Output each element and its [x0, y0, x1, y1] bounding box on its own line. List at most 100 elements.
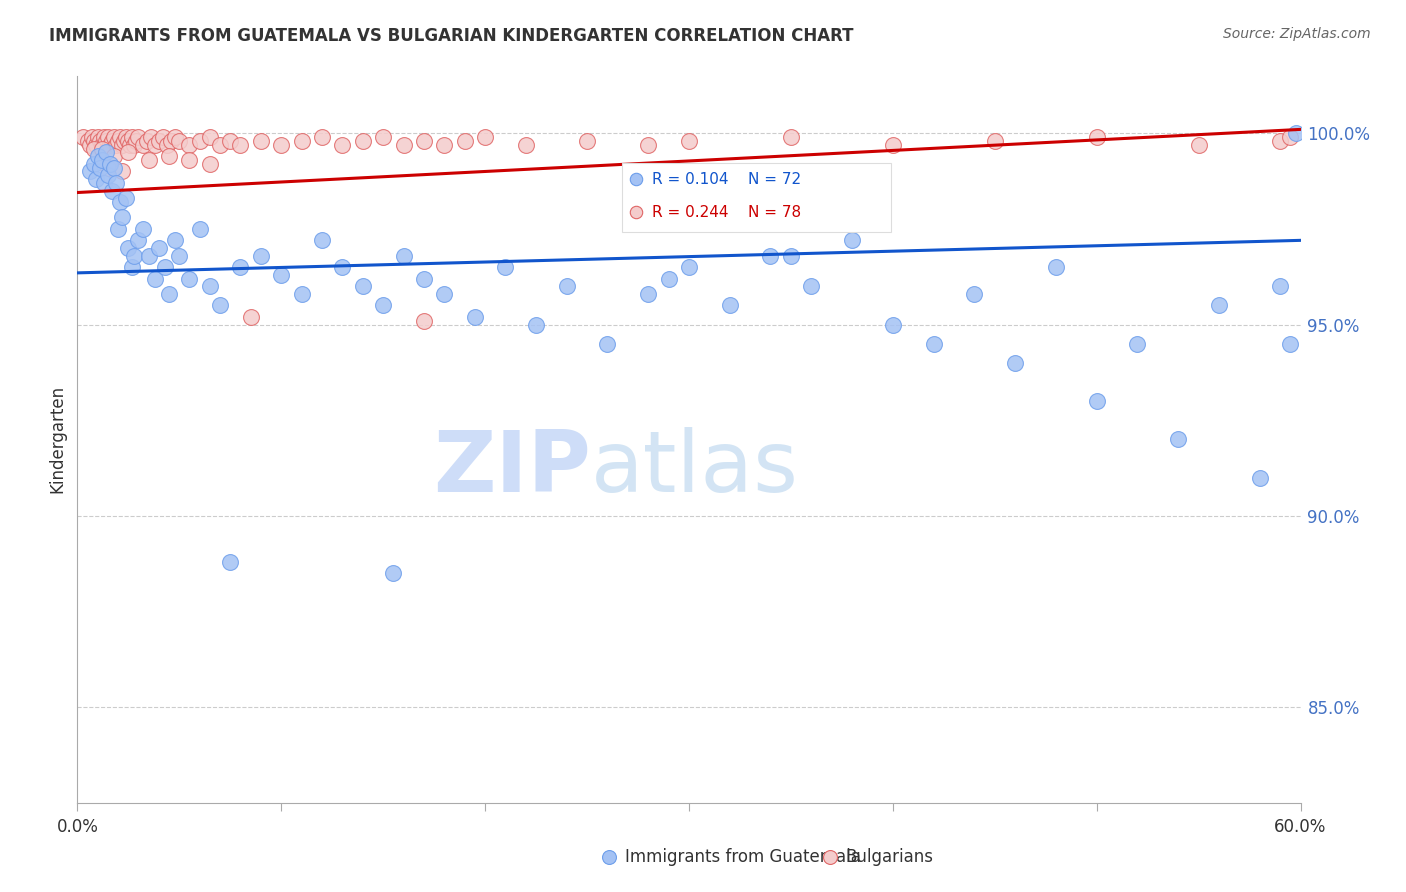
Point	[105, 137, 128, 152]
Point	[76, 134, 98, 148]
Text: Source: ZipAtlas.com: Source: ZipAtlas.com	[1223, 27, 1371, 41]
Point	[83, 142, 105, 156]
Point	[90, 137, 112, 152]
Point	[998, 846, 1021, 860]
Point	[524, 318, 547, 332]
Point	[101, 134, 124, 148]
Point	[148, 241, 170, 255]
Point	[117, 145, 139, 160]
Point	[352, 279, 374, 293]
Point	[121, 130, 143, 145]
Point	[157, 287, 180, 301]
Point	[219, 134, 242, 148]
Point	[759, 249, 782, 263]
Point	[250, 134, 273, 148]
Point	[156, 137, 179, 152]
Point	[72, 130, 94, 145]
Point	[779, 130, 801, 145]
Point	[1167, 432, 1189, 446]
Point	[198, 157, 221, 171]
Point	[208, 137, 231, 152]
Point	[1045, 260, 1067, 274]
Point	[79, 164, 101, 178]
Point	[413, 134, 436, 148]
Point	[270, 137, 292, 152]
Text: Immigrants from Guatemala: Immigrants from Guatemala	[626, 848, 862, 866]
Text: R = 0.244    N = 78: R = 0.244 N = 78	[652, 205, 801, 220]
Point	[984, 134, 1007, 148]
Point	[111, 164, 134, 178]
Point	[143, 271, 166, 285]
Point	[127, 233, 149, 247]
Point	[127, 130, 149, 145]
Point	[800, 279, 823, 293]
Point	[94, 145, 117, 160]
Point	[198, 279, 221, 293]
Point	[111, 137, 134, 152]
Point	[97, 161, 120, 175]
Point	[882, 137, 904, 152]
Point	[290, 134, 312, 148]
Point	[270, 268, 292, 282]
Point	[1126, 336, 1149, 351]
Point	[1268, 134, 1291, 148]
Point	[239, 310, 262, 324]
Point	[107, 222, 129, 236]
Point	[179, 271, 201, 285]
Point	[83, 157, 105, 171]
Point	[153, 260, 176, 274]
Point	[1279, 336, 1302, 351]
Point	[474, 130, 496, 145]
Point	[637, 137, 659, 152]
Point	[188, 222, 211, 236]
Text: ZIP: ZIP	[433, 427, 591, 510]
Point	[678, 134, 700, 148]
Point	[83, 134, 105, 148]
Point	[139, 130, 162, 145]
Point	[112, 134, 135, 148]
Point	[131, 137, 153, 152]
Point	[413, 271, 436, 285]
Point	[779, 249, 801, 263]
Point	[107, 134, 129, 148]
Point	[250, 249, 273, 263]
Point	[87, 149, 110, 163]
Point	[433, 287, 456, 301]
Point	[1187, 137, 1209, 152]
Point	[103, 130, 125, 145]
Point	[332, 260, 354, 274]
Point	[495, 260, 517, 274]
Point	[922, 336, 945, 351]
Point	[117, 241, 139, 255]
Point	[84, 172, 107, 186]
Point	[179, 153, 201, 167]
Point	[555, 279, 578, 293]
Point	[433, 137, 456, 152]
Point	[138, 153, 160, 167]
Y-axis label: Kindergarten: Kindergarten	[48, 385, 66, 493]
Point	[108, 130, 131, 145]
Point	[97, 130, 120, 145]
Point	[89, 134, 111, 148]
Point	[165, 233, 187, 247]
Point	[108, 195, 131, 210]
Point	[143, 137, 166, 152]
Point	[135, 134, 157, 148]
Point	[103, 149, 125, 163]
Text: atlas: atlas	[591, 427, 799, 510]
Point	[152, 130, 174, 145]
Point	[97, 169, 120, 183]
Point	[124, 249, 146, 263]
Point	[105, 176, 128, 190]
Point	[413, 314, 436, 328]
Point	[169, 134, 191, 148]
Point	[1004, 356, 1026, 370]
Point	[371, 130, 394, 145]
Point	[98, 157, 121, 171]
Point	[120, 137, 142, 152]
Point	[1285, 126, 1308, 140]
Text: R = 0.104    N = 72: R = 0.104 N = 72	[652, 171, 801, 186]
Point	[117, 134, 139, 148]
Point	[1085, 130, 1108, 145]
Point	[219, 555, 242, 569]
